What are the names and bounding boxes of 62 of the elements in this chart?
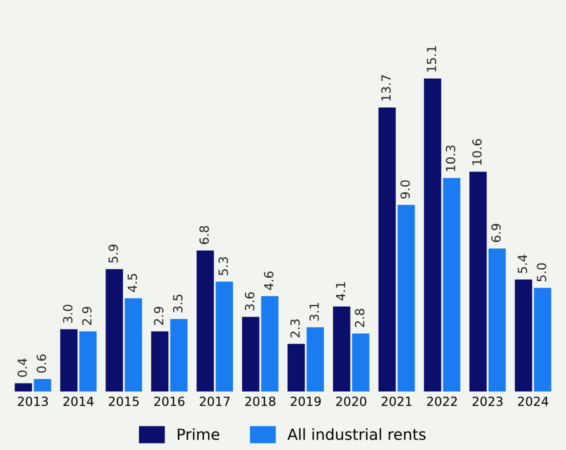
data-label: 9.0 bbox=[400, 180, 410, 199]
legend-label: Prime bbox=[178, 428, 220, 440]
data-label: 10.6 bbox=[472, 139, 482, 165]
data-label: 2.3 bbox=[290, 319, 300, 338]
bar bbox=[443, 178, 460, 392]
bar bbox=[79, 331, 97, 392]
bar bbox=[352, 333, 370, 392]
bar bbox=[170, 318, 188, 392]
bar bbox=[242, 316, 260, 392]
data-label: 13.7 bbox=[381, 75, 391, 101]
data-label: 2.8 bbox=[354, 308, 364, 327]
bar bbox=[151, 331, 168, 392]
bar bbox=[288, 344, 305, 392]
bar bbox=[306, 327, 324, 392]
data-label: 4.6 bbox=[264, 271, 274, 290]
data-label: 2.9 bbox=[154, 306, 164, 325]
x-tick-label: 2015 bbox=[108, 396, 139, 406]
data-label: 4.5 bbox=[128, 274, 138, 292]
x-tick-label: 2013 bbox=[18, 396, 48, 406]
x-tick-label: 2021 bbox=[382, 396, 412, 406]
data-label: 2.9 bbox=[82, 306, 92, 325]
bar bbox=[488, 248, 506, 392]
x-tick-label: 2020 bbox=[336, 396, 366, 406]
bar bbox=[106, 269, 123, 392]
data-label: 0.6 bbox=[36, 354, 46, 373]
x-tick-label: 2018 bbox=[245, 396, 276, 406]
x-tick-label: 2022 bbox=[427, 396, 457, 406]
data-label: 5.4 bbox=[518, 254, 528, 274]
bar bbox=[398, 204, 415, 392]
data-label: 5.0 bbox=[536, 263, 546, 282]
bar bbox=[34, 379, 52, 392]
bar bbox=[534, 288, 552, 392]
data-label: 10.3 bbox=[446, 146, 456, 172]
bar bbox=[424, 78, 442, 392]
bar bbox=[14, 383, 32, 392]
x-tick-label: 2023 bbox=[472, 396, 502, 406]
bar bbox=[124, 298, 142, 392]
bar bbox=[216, 282, 233, 392]
data-label: 6.8 bbox=[199, 226, 209, 244]
data-label: 15.1 bbox=[426, 46, 436, 72]
bar bbox=[261, 296, 278, 392]
legend-label: All industrial rents bbox=[287, 428, 426, 440]
data-label: 5.3 bbox=[218, 257, 228, 276]
data-label: 3.0 bbox=[63, 304, 72, 323]
bar bbox=[60, 329, 78, 392]
x-tick-label: 2019 bbox=[290, 396, 321, 406]
data-label: 5.9 bbox=[108, 244, 118, 263]
x-tick-label: 2024 bbox=[518, 396, 548, 406]
x-tick-label: 2016 bbox=[154, 396, 184, 406]
data-label: 3.6 bbox=[244, 292, 254, 310]
data-label: 3.1 bbox=[309, 302, 319, 321]
data-label: 0.4 bbox=[18, 358, 28, 377]
x-tick-label: 2017 bbox=[200, 396, 230, 406]
bar bbox=[514, 280, 532, 392]
x-tick-label: 2014 bbox=[63, 396, 94, 406]
bar bbox=[469, 172, 487, 392]
data-label: 4.1 bbox=[336, 282, 346, 300]
bar bbox=[333, 306, 350, 392]
bar bbox=[378, 107, 396, 392]
data-label: 3.5 bbox=[173, 294, 183, 312]
data-label: 6.9 bbox=[491, 224, 501, 242]
bar bbox=[196, 250, 214, 392]
